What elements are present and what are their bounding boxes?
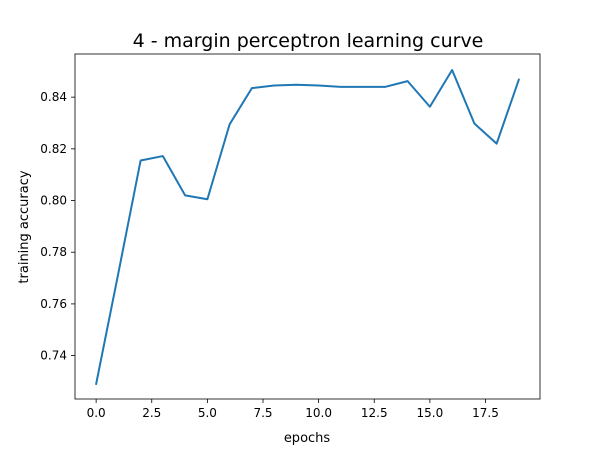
y-tick-label: 0.76 xyxy=(40,297,67,311)
x-tick-label: 12.5 xyxy=(361,406,388,420)
x-tick-label: 17.5 xyxy=(472,406,499,420)
y-axis: 0.74 0.76 0.78 0.80 0.82 0.84 xyxy=(40,90,75,363)
chart-title: 4 - margin perceptron learning curve xyxy=(133,30,484,52)
y-axis-label: training accuracy xyxy=(17,170,32,283)
series-layer xyxy=(95,69,520,386)
x-tick-label: 7.5 xyxy=(253,406,272,420)
y-tick-label: 0.82 xyxy=(40,142,67,156)
axes-frame xyxy=(74,53,541,400)
x-tick-label: 5.0 xyxy=(198,406,217,420)
plot-area xyxy=(74,53,541,400)
x-axis: 0.0 2.5 5.0 7.5 10.0 12.5 15.0 17.5 xyxy=(87,399,499,420)
y-tick-label: 0.80 xyxy=(40,194,67,208)
x-tick-label: 2.5 xyxy=(142,406,161,420)
x-tick-label: 15.0 xyxy=(417,406,444,420)
y-tick-label: 0.78 xyxy=(40,245,67,259)
x-tick-label: 0.0 xyxy=(87,406,106,420)
series-line xyxy=(95,69,520,386)
y-tick-label: 0.74 xyxy=(40,349,67,363)
x-tick-label: 10.0 xyxy=(305,406,332,420)
y-tick-label: 0.84 xyxy=(40,90,67,104)
x-axis-label: epochs xyxy=(284,431,331,446)
